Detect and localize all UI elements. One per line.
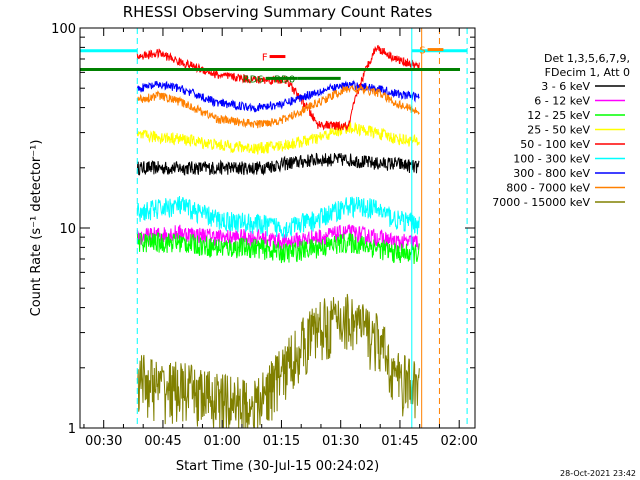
series-4 xyxy=(136,121,420,155)
x-tick-label: 01:45 xyxy=(381,434,418,449)
legend-entry-label: 50 - 100 keV xyxy=(520,138,590,151)
x-tick-label: 01:15 xyxy=(263,434,300,449)
y-axis-label: Count Rate (s⁻¹ detector⁻¹) xyxy=(29,140,44,317)
legend-entry-label: 800 - 7000 keV xyxy=(506,182,590,195)
x-tick-label: 00:30 xyxy=(85,434,122,449)
series-trace-6 xyxy=(136,195,420,239)
legend-entry-label: 7000 - 15000 keV xyxy=(492,196,590,209)
flag-f: F xyxy=(262,53,286,64)
flag-label: S xyxy=(419,46,425,57)
flag-rd0: RD0 xyxy=(274,74,341,85)
series-trace-5 xyxy=(136,44,420,131)
flag-label: F xyxy=(262,53,268,64)
y-tick-label: 10 xyxy=(59,222,76,237)
legend-header-line: Det 1,3,5,6,7,9, xyxy=(544,52,630,65)
legend-header-line: FDecim 1, Att 0 xyxy=(545,66,630,79)
legend-entry-label: 100 - 300 keV xyxy=(513,153,590,166)
series-9 xyxy=(136,293,420,429)
x-tick-label: 02:00 xyxy=(440,434,477,449)
chart-title: RHESSI Observing Summary Count Rates xyxy=(123,3,433,21)
series-trace-8 xyxy=(136,85,420,129)
series-trace-4 xyxy=(136,121,420,155)
plot-area: F RD6 RD0 S xyxy=(79,28,468,429)
series-trace-3 xyxy=(136,232,420,265)
series-trace-7 xyxy=(136,79,420,113)
flag-label: RD0 xyxy=(274,74,295,85)
legend-entry-label: 25 - 50 keV xyxy=(527,124,590,137)
series-1 xyxy=(136,152,420,176)
x-tick-label: 00:45 xyxy=(144,434,181,449)
series-7 xyxy=(136,79,420,113)
flag-rd6: RD6 xyxy=(243,74,298,85)
flag-s: S xyxy=(419,46,444,57)
legend-entry-label: 3 - 6 keV xyxy=(541,80,590,93)
legend-entry-label: 300 - 800 keV xyxy=(513,167,590,180)
series-trace-2 xyxy=(136,224,420,251)
series-8 xyxy=(136,85,420,129)
series-trace-9 xyxy=(136,293,420,429)
timestamp: 28-Oct-2021 23:42 xyxy=(560,469,636,478)
x-axis-label: Start Time (30-Jul-15 00:24:02) xyxy=(176,459,379,474)
legend-entry-label: 6 - 12 keV xyxy=(534,95,590,108)
x-axis: 00:30 00:45 01:00 01:15 01:30 01:45 02:00 xyxy=(83,28,478,449)
x-tick-label: 01:00 xyxy=(203,434,240,449)
legend: Det 1,3,5,6,7,9,FDecim 1, Att 03 - 6 keV… xyxy=(492,52,630,209)
series-trace-1 xyxy=(136,152,420,176)
series-6 xyxy=(136,195,420,239)
y-tick-label: 1 xyxy=(68,422,76,437)
y-axis: 1 10 100 xyxy=(51,22,475,437)
flag-label: RD6 xyxy=(243,74,264,85)
series-5 xyxy=(136,44,420,131)
y-tick-label: 100 xyxy=(51,22,76,37)
series-2 xyxy=(136,224,420,251)
x-tick-label: 01:30 xyxy=(322,434,359,449)
legend-entry-label: 12 - 25 keV xyxy=(527,109,590,122)
series-3 xyxy=(136,232,420,265)
